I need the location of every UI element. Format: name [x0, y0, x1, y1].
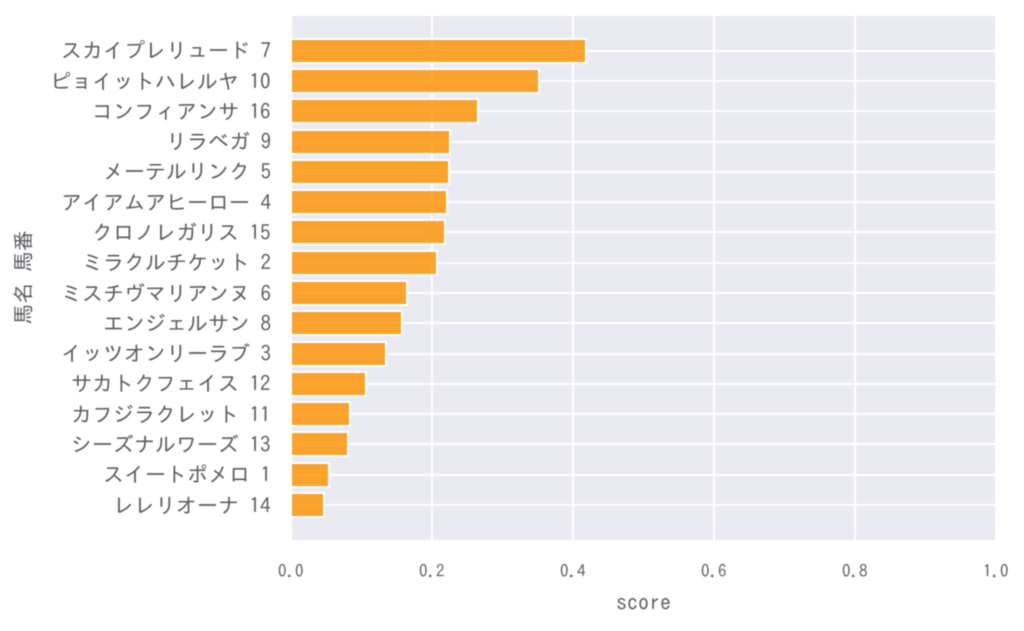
bar	[290, 67, 540, 94]
bar	[290, 219, 447, 246]
text-glyphs	[73, 404, 267, 423]
gridline-horizontal	[290, 382, 996, 385]
gridline-horizontal	[290, 473, 996, 476]
y-tick-label: スカイプレリュード 7	[61, 37, 271, 64]
text-glyphs	[85, 253, 270, 272]
gridline-vertical	[853, 15, 856, 540]
text-glyphs	[72, 374, 270, 393]
y-tick-label: シーズナルワーズ 13	[71, 431, 271, 458]
gridline-vertical	[430, 15, 433, 540]
y-tick-label: ミラクルチケット 2	[82, 249, 271, 276]
bar	[290, 370, 367, 397]
text-glyphs	[616, 598, 670, 610]
gridline-horizontal	[290, 201, 996, 204]
gridline-horizontal	[290, 503, 996, 506]
text-glyphs	[118, 496, 270, 514]
y-tick-label: ピョイットハレルヤ 10	[50, 68, 271, 95]
text-glyphs	[278, 563, 303, 577]
text-glyphs	[54, 71, 270, 90]
gridline-horizontal	[290, 49, 996, 52]
x-tick-label: 0.8	[842, 560, 868, 582]
y-tick-label: アイアムアヒーロー 4	[61, 189, 271, 216]
text-glyphs	[73, 434, 270, 453]
bar	[290, 189, 448, 216]
bar	[290, 279, 409, 306]
bar	[290, 249, 439, 276]
gridline-horizontal	[290, 261, 996, 264]
y-tick-label: メーテルリンク 5	[103, 158, 271, 185]
bar	[290, 431, 349, 458]
text-glyphs	[64, 282, 270, 302]
y-tick-label: カフジラクレット 11	[71, 401, 271, 428]
y-tick-label: ミスチヴマリアンヌ 6	[61, 280, 271, 307]
gridline-horizontal	[290, 443, 996, 446]
x-tick-label: 0.2	[419, 560, 445, 582]
text-glyphs	[62, 343, 270, 363]
text-glyphs	[171, 131, 270, 151]
bar	[290, 37, 587, 64]
bar	[290, 310, 403, 337]
text-glyphs	[701, 563, 726, 577]
bar	[290, 461, 330, 488]
bar	[290, 98, 480, 125]
gridline-horizontal	[290, 352, 996, 355]
gridline-horizontal	[290, 413, 996, 416]
gridline-horizontal	[290, 291, 996, 294]
gridline-horizontal	[290, 140, 996, 143]
y-tick-label: スイートポメロ 1	[103, 461, 271, 488]
gridline-horizontal	[290, 79, 996, 82]
x-axis-label: score	[616, 588, 671, 617]
text-glyphs	[842, 563, 867, 577]
y-tick-label: エンジェルサン 8	[103, 310, 271, 337]
x-tick-label: 0.4	[560, 560, 586, 582]
text-glyphs	[104, 313, 270, 332]
x-tick-label: 0.6	[701, 560, 727, 582]
y-tick-label: クロノレガリス 15	[92, 219, 271, 246]
text-glyphs	[13, 231, 33, 324]
text-glyphs	[419, 563, 444, 577]
gridline-vertical	[994, 15, 996, 540]
y-tick-label: リラベガ 9	[166, 128, 271, 155]
gridline-horizontal	[290, 110, 996, 113]
x-tick-label: 0.0	[278, 560, 304, 582]
gridline-horizontal	[290, 231, 996, 234]
gridline-vertical	[712, 15, 715, 540]
text-glyphs	[560, 563, 585, 577]
gridline-vertical	[571, 15, 574, 540]
y-tick-label: コンフィアンサ 16	[92, 98, 271, 125]
y-axis-label: 馬名 馬番	[10, 230, 37, 324]
text-glyphs	[63, 193, 270, 211]
gridline-vertical	[290, 15, 292, 540]
bar	[290, 158, 451, 185]
bar	[290, 401, 352, 428]
y-tick-label: サカトクフェイス 12	[71, 370, 271, 397]
text-glyphs	[104, 464, 267, 484]
bar	[290, 128, 452, 155]
text-glyphs	[95, 222, 270, 242]
bar	[290, 340, 387, 367]
text-glyphs	[984, 563, 1008, 577]
y-tick-label: イッツオンリーラブ 3	[61, 340, 271, 367]
y-tick-label: レレリオーナ 14	[113, 492, 271, 519]
gridline-horizontal	[290, 170, 996, 173]
text-glyphs	[62, 40, 270, 60]
text-glyphs	[105, 163, 270, 181]
gridline-horizontal	[290, 322, 996, 325]
plot-area	[290, 15, 996, 540]
x-tick-label: 1.0	[983, 560, 1009, 582]
text-glyphs	[95, 102, 270, 120]
bar	[290, 491, 325, 518]
